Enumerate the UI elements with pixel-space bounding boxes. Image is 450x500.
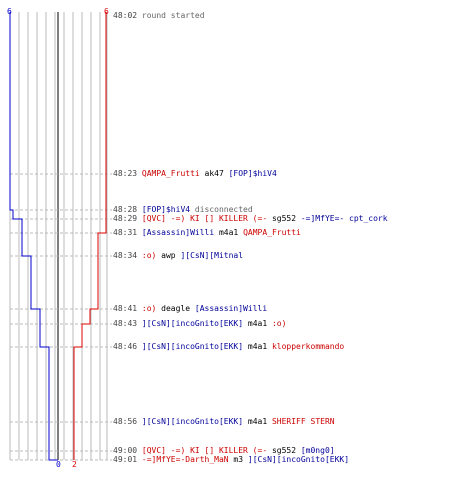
event-text: sg552 [267,446,301,455]
event-row: 48:41 :o) deagle [Assassin]Willi [113,304,267,314]
event-text: [QVC] -=) KI [] KILLER (=- [141,214,268,223]
event-text: m4a1 [243,319,272,328]
blue-start-count: 6 [7,7,12,16]
event-row: 48:43 ][CsN][incoGnito[EKK] m4a1 :o) [113,319,286,329]
event-text: [QVC] -=) KI [] KILLER (=- [141,446,268,455]
event-text: ak47 [199,169,229,178]
event-text: klopperkommando [271,342,345,351]
blue-team-step-line [9,12,58,461]
event-time: 49:01 [113,455,142,464]
event-text: ][CsN][incoGnito[EKK] [247,455,350,464]
event-text: [FOP]$hiV4 [141,205,191,214]
event-row: 48:46 ][CsN][incoGnito[EKK] m4a1 klopper… [113,342,344,352]
event-row: 48:29 [QVC] -=) KI [] KILLER (=- sg552 -… [113,214,388,224]
event-time: 48:28 [113,205,142,214]
event-text: ][CsN][incoGnito[EKK] [141,417,244,426]
event-text: deagle [156,304,195,313]
event-text: :o) [141,304,157,313]
event-time: 48:46 [113,342,142,351]
red-team-step-line [73,12,107,460]
event-row: 48:23 QAMPA_Frutti ak47 [FOP]$hiV4 [113,169,277,179]
event-row: 48:28 [FOP]$hiV4 disconnected [113,205,253,215]
event-text: ][CsN][incoGnito[EKK] [141,319,244,328]
event-text: m4a1 [243,342,272,351]
event-text: m4a1 [214,228,244,237]
event-text: :o) [271,319,287,328]
event-time: 48:23 [113,169,142,178]
event-text: QAMPA_Frutti [141,169,200,178]
event-text: [Assassin]Willi [194,304,268,313]
event-text: round started [141,11,205,20]
event-text: SHERIFF STERN [271,417,335,426]
event-time: 48:31 [113,228,142,237]
event-row: 49:01 -=]MfYE=-Darth_MaN m3 ][CsN][incoG… [113,455,349,465]
event-text: -=]MfYE=-Darth_MaN [141,455,229,464]
event-text: disconnected [190,205,253,214]
event-time: 48:34 [113,251,142,260]
event-row: 48:56 ][CsN][incoGnito[EKK] m4a1 SHERIFF… [113,417,335,427]
event-row: 48:31 [Assassin]Willi m4a1 QAMPA_Frutti [113,228,301,238]
event-text: m3 [228,455,248,464]
event-time: 48:56 [113,417,142,426]
event-text: [FOP]$hiV4 [228,169,277,178]
event-time: 48:43 [113,319,142,328]
event-time: 48:29 [113,214,142,223]
event-text: [Assassin]Willi [141,228,215,237]
event-time: 48:41 [113,304,142,313]
event-row: 49:00 [QVC] -=) KI [] KILLER (=- sg552 [… [113,446,335,456]
event-row: 48:02 round started [113,11,205,21]
event-text: awp [156,251,181,260]
red-end-count: 2 [72,460,77,469]
event-text: QAMPA_Frutti [243,228,301,237]
blue-end-count: 0 [56,460,61,469]
event-text: -=]MfYE=- cpt_cork [300,214,388,223]
event-time: 49:00 [113,446,142,455]
event-row: 48:34 :o) awp ][CsN][Mitnal [113,251,243,261]
event-text: m4a1 [243,417,272,426]
event-text: sg552 [267,214,301,223]
red-start-count: 6 [104,7,109,16]
event-text: [m0ng0] [300,446,335,455]
event-text: :o) [141,251,157,260]
event-time: 48:02 [113,11,142,20]
event-text: ][CsN][incoGnito[EKK] [141,342,244,351]
event-text: ][CsN][Mitnal [180,251,244,260]
